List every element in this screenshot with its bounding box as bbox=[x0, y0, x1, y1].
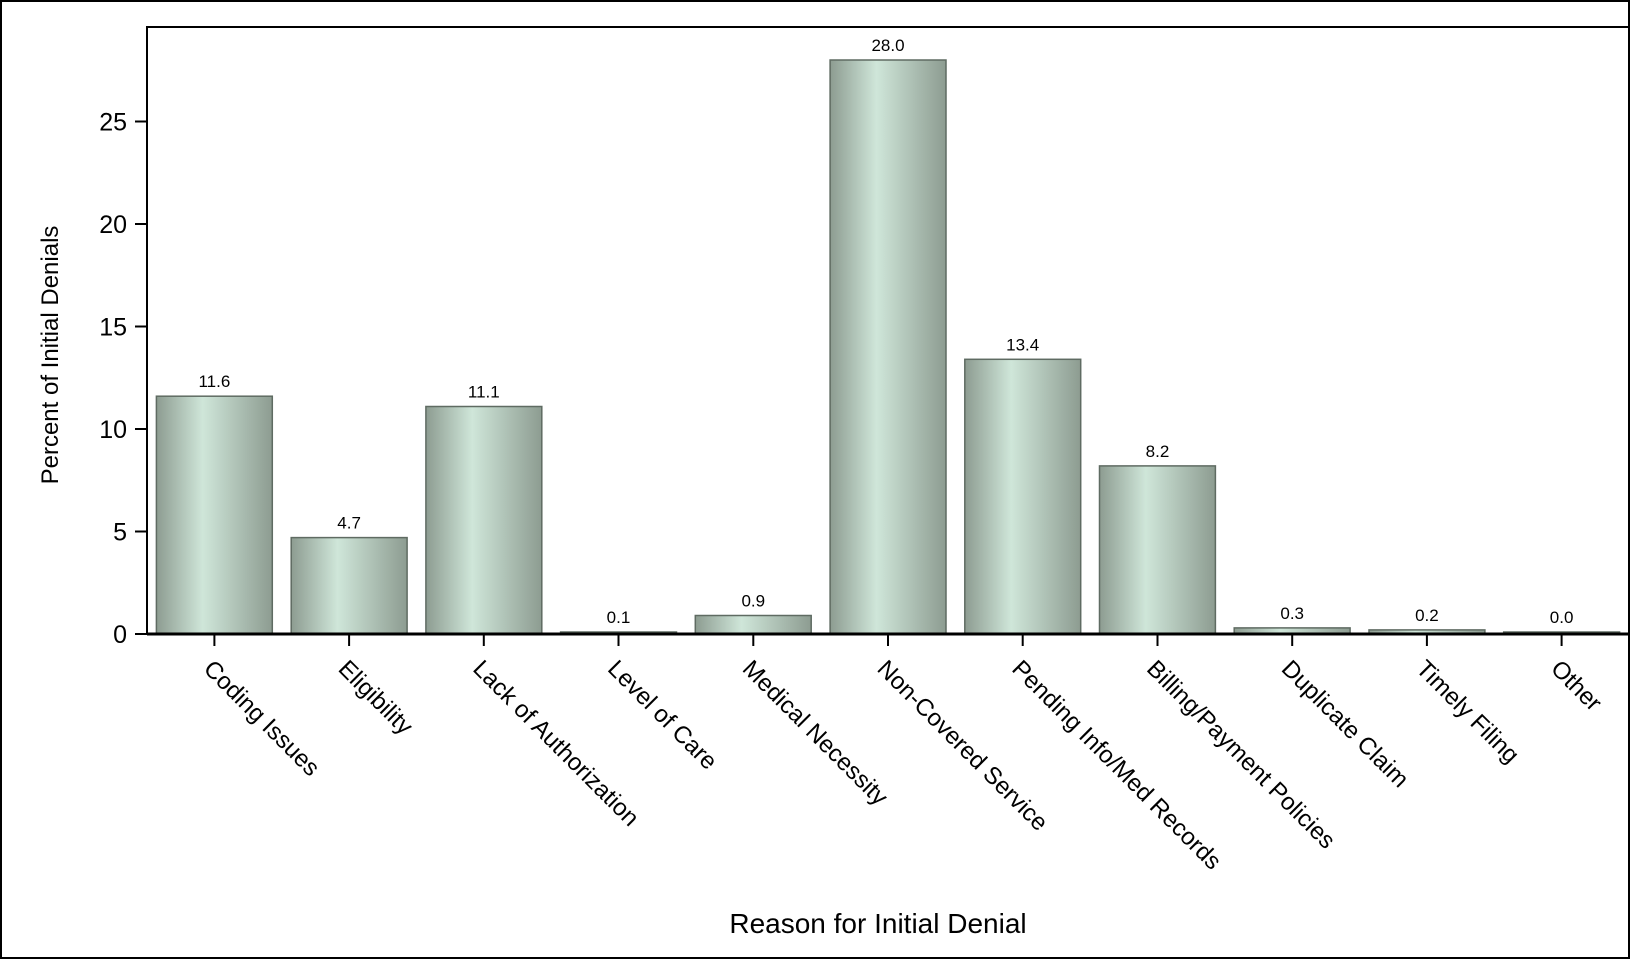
data-label: 13.4 bbox=[1006, 335, 1039, 354]
x-tick-label: Level of Care bbox=[602, 655, 722, 775]
bar-medical-necessity bbox=[694, 614, 812, 635]
y-tick-label: 5 bbox=[113, 519, 127, 547]
y-tick-label: 25 bbox=[99, 109, 127, 137]
y-tick-label: 10 bbox=[99, 416, 127, 444]
x-tick-label: Timely Filing bbox=[1411, 655, 1525, 769]
y-axis: 0 5 10 15 20 25 bbox=[99, 109, 147, 649]
x-axis: Coding Issues Eligibility Lack of Authoriz… bbox=[147, 632, 1629, 875]
data-label: 11.6 bbox=[198, 372, 230, 391]
x-tick-label: Medical Necessity bbox=[737, 655, 893, 811]
data-label: 28.0 bbox=[871, 36, 904, 55]
bar-billing-payment-policies bbox=[1098, 465, 1217, 635]
bar-coding-issues bbox=[155, 395, 274, 635]
data-label: 0.0 bbox=[1550, 608, 1574, 627]
data-label: 0.3 bbox=[1280, 604, 1304, 623]
x-tick-label: Other bbox=[1545, 655, 1607, 717]
y-tick-label: 0 bbox=[113, 621, 127, 649]
data-label: 11.1 bbox=[468, 383, 500, 402]
y-axis-title: Percent of Initial Denials bbox=[37, 226, 64, 485]
x-axis-title: Reason for Initial Denial bbox=[729, 908, 1026, 939]
data-label: 0.2 bbox=[1415, 606, 1439, 625]
x-tick-label: Duplicate Claim bbox=[1276, 655, 1414, 793]
bar-lack-of-authorization bbox=[425, 405, 543, 635]
data-label: 8.2 bbox=[1146, 442, 1170, 461]
data-label: 0.9 bbox=[741, 592, 765, 611]
bar-pending-info-med-records bbox=[964, 358, 1082, 635]
bars-group bbox=[155, 59, 1621, 635]
data-labels-group: 11.6 4.7 11.1 0.1 0.9 28.0 13.4 8.2 0.3 0.2 0.0 bbox=[198, 36, 1573, 627]
bar-eligibility bbox=[290, 536, 408, 635]
x-tick-label: Coding Issues bbox=[198, 655, 325, 782]
bar-non-covered-service bbox=[829, 59, 947, 635]
data-label: 0.1 bbox=[607, 608, 631, 627]
y-tick-label: 15 bbox=[99, 314, 127, 342]
y-tick-label: 20 bbox=[99, 211, 127, 239]
data-label: 4.7 bbox=[337, 514, 361, 533]
x-tick-label: Eligibility bbox=[333, 655, 418, 740]
